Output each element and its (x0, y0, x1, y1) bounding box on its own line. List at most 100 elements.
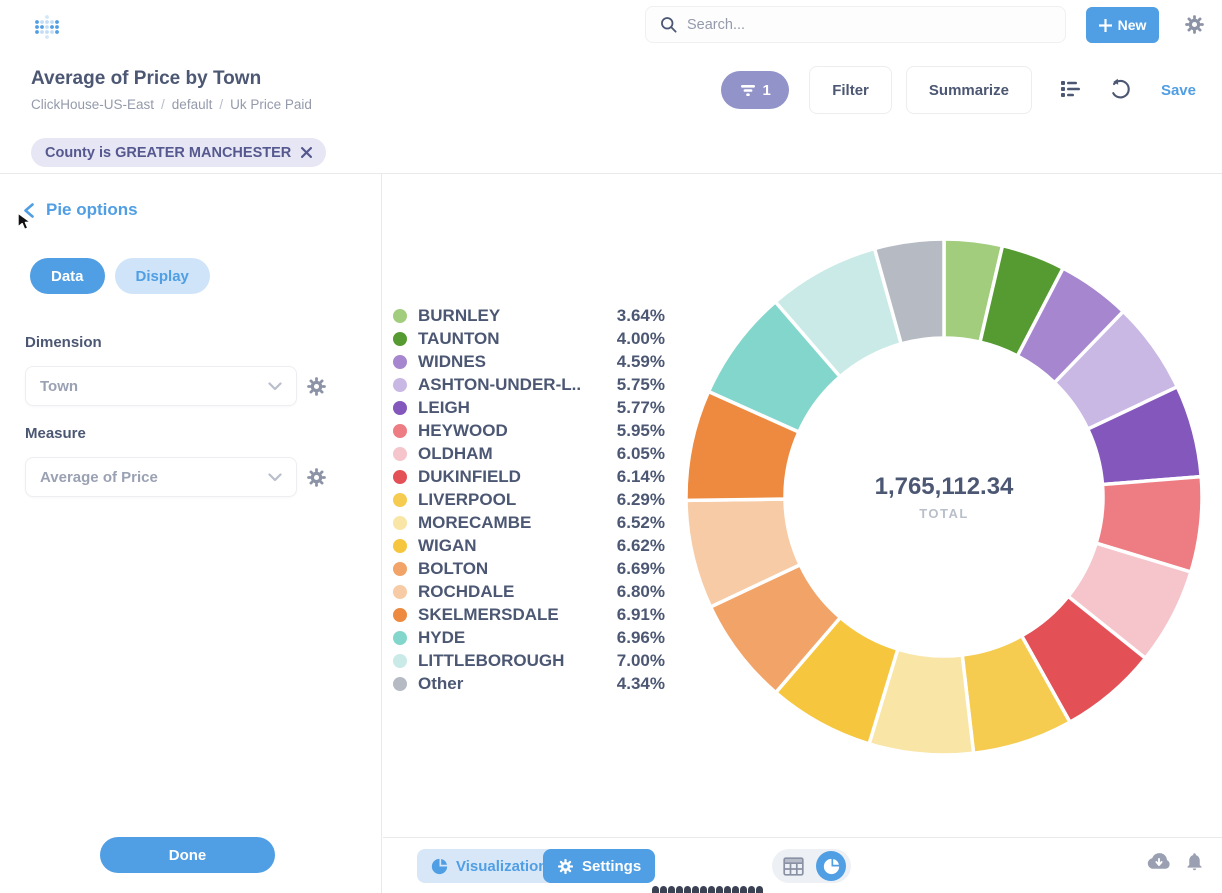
legend-label: HEYWOOD (418, 420, 508, 440)
legend-label: Other (418, 673, 464, 693)
breadcrumb-item[interactable]: default (171, 97, 213, 112)
legend-percent: 4.34% (616, 673, 665, 693)
legend-color-dot (393, 423, 407, 438)
chevron-left-icon[interactable] (22, 202, 35, 218)
pie-options-sidebar: Pie options Data Display Dimension Town … (0, 174, 382, 893)
breadcrumb-item[interactable]: Uk Price Paid (230, 97, 312, 112)
pie-slice-other[interactable] (872, 237, 946, 346)
pie-toggle-active[interactable] (816, 851, 846, 881)
done-button[interactable]: Done (100, 837, 275, 873)
legend-label: LIVERPOOL (418, 489, 517, 509)
chevron-down-icon (268, 381, 282, 390)
filter-chip-row: County is GREATER MANCHESTER (0, 130, 1222, 173)
legend-label: WIGAN (418, 535, 477, 555)
search-input[interactable]: Search... (645, 6, 1066, 43)
donut-chart: 1,765,112.34 TOTAL (682, 235, 1206, 759)
legend-label: LEIGH (418, 397, 470, 417)
legend-item[interactable]: LITTLEBOROUGH 7.00% (393, 649, 665, 672)
visualization-label: Visualization (456, 857, 548, 875)
filter-count-pill[interactable]: 1 (721, 71, 790, 109)
legend-item[interactable]: LIVERPOOL 6.29% (393, 488, 665, 511)
legend-item[interactable]: DUKINFIELD 6.14% (393, 465, 665, 488)
legend-color-dot (393, 607, 407, 622)
legend-color-dot (393, 630, 407, 645)
legend-item[interactable]: HYDE 6.96% (393, 626, 665, 649)
filter-chip[interactable]: County is GREATER MANCHESTER (31, 138, 327, 167)
notebook-icon[interactable] (1059, 78, 1082, 102)
clipped-bottom-content (652, 886, 763, 893)
legend-percent: 6.62% (616, 535, 665, 555)
legend-label: OLDHAM (418, 443, 493, 463)
filter-count: 1 (762, 81, 771, 99)
pie-chart-icon (823, 858, 839, 874)
legend-percent: 3.64% (616, 305, 665, 325)
legend-color-dot (393, 538, 407, 553)
legend-item[interactable]: BOLTON 6.69% (393, 557, 665, 580)
header-divider (0, 173, 1222, 174)
legend-item[interactable]: TAUNTON 4.00% (393, 327, 665, 350)
visualization-area: BURNLEY 3.64% TAUNTON 4.00% WIDNES 4.59%… (383, 174, 1222, 893)
pie-chart-icon (431, 858, 448, 874)
refresh-icon[interactable] (1109, 78, 1131, 102)
funnel-icon (740, 84, 755, 96)
legend-color-dot (393, 377, 407, 392)
measure-label: Measure (25, 425, 86, 442)
dimension-gear-icon[interactable] (306, 376, 327, 397)
legend-item[interactable]: Other 4.34% (393, 672, 665, 695)
legend-label: MORECAMBE (418, 512, 532, 532)
bell-icon[interactable] (1184, 850, 1205, 873)
legend-color-dot (393, 308, 407, 323)
summarize-button[interactable]: Summarize (905, 66, 1032, 114)
legend-label: ASHTON-UNDER-L.. (418, 374, 582, 394)
breadcrumb-item[interactable]: ClickHouse-US-East (31, 97, 155, 112)
legend-item[interactable]: SKELMERSDALE 6.91% (393, 603, 665, 626)
breadcrumb-separator: / (161, 97, 165, 112)
legend-item[interactable]: ASHTON-UNDER-L.. 5.75% (393, 373, 665, 396)
legend-item[interactable]: HEYWOOD 5.95% (393, 419, 665, 442)
tab-display[interactable]: Display (114, 258, 210, 294)
legend-item[interactable]: ROCHDALE 6.80% (393, 580, 665, 603)
measure-gear-icon[interactable] (306, 467, 327, 488)
app-logo-icon[interactable] (27, 8, 59, 40)
measure-select[interactable]: Average of Price (25, 457, 297, 497)
legend-color-dot (393, 469, 407, 484)
legend-item[interactable]: WIDNES 4.59% (393, 350, 665, 373)
settings-button[interactable]: Settings (543, 849, 656, 883)
legend-label: ROCHDALE (418, 581, 515, 601)
legend-color-dot (393, 561, 407, 576)
legend-item[interactable]: LEIGH 5.77% (393, 396, 665, 419)
legend-color-dot (393, 515, 407, 530)
legend-item[interactable]: OLDHAM 6.05% (393, 442, 665, 465)
legend-label: DUKINFIELD (418, 466, 521, 486)
gear-icon[interactable] (1184, 14, 1205, 35)
legend-percent: 6.29% (616, 489, 665, 509)
save-button[interactable]: Save (1160, 81, 1196, 99)
chevron-down-icon (268, 472, 282, 481)
close-icon[interactable] (301, 147, 313, 158)
new-button-label: New (1117, 17, 1147, 33)
legend-item[interactable]: WIGAN 6.62% (393, 534, 665, 557)
legend-label: TAUNTON (418, 328, 500, 348)
visualization-button[interactable]: Visualization (417, 849, 562, 883)
question-actions: 1 Filter Summarize Save (721, 50, 1196, 130)
dimension-value: Town (40, 377, 79, 395)
new-button[interactable]: New (1086, 7, 1159, 43)
legend-color-dot (393, 354, 407, 369)
table-icon[interactable] (783, 856, 804, 876)
legend-color-dot (393, 676, 407, 691)
legend-color-dot (393, 492, 407, 507)
tab-data[interactable]: Data (30, 258, 105, 294)
legend-label: BOLTON (418, 558, 489, 578)
search-icon (661, 17, 677, 33)
legend-color-dot (393, 331, 407, 346)
filter-button[interactable]: Filter (809, 66, 892, 114)
legend-item[interactable]: BURNLEY 3.64% (393, 304, 665, 327)
legend-label: SKELMERSDALE (418, 604, 559, 624)
display-toggle (772, 849, 851, 883)
cloud-download-icon[interactable] (1146, 852, 1172, 872)
dimension-select[interactable]: Town (25, 366, 297, 406)
legend-percent: 6.05% (616, 443, 665, 463)
legend-item[interactable]: MORECAMBE 6.52% (393, 511, 665, 534)
chart-legend: BURNLEY 3.64% TAUNTON 4.00% WIDNES 4.59%… (393, 304, 665, 695)
dimension-label: Dimension (25, 334, 102, 351)
